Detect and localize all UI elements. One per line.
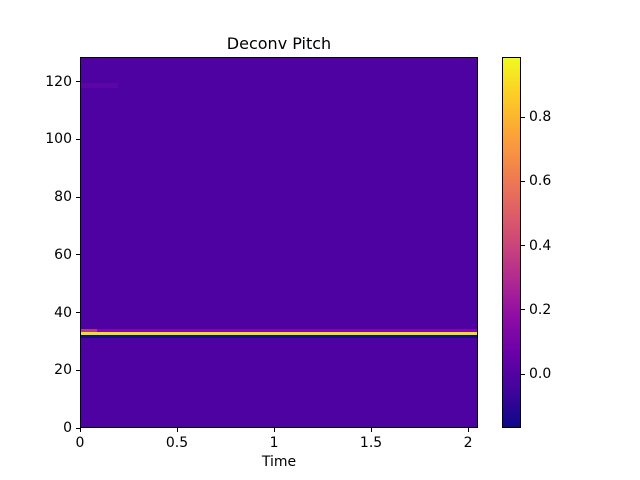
x-tick-mark [273,428,275,432]
x-axis-label: Time [261,454,297,470]
colorbar-tick-label: 0.2 [529,301,552,318]
x-tick-mark [176,428,178,432]
chart-title: Deconv Pitch [226,34,332,53]
y-tick-mark [76,254,80,256]
y-tick-label: 40 [54,304,72,321]
y-tick-label: 60 [54,246,72,263]
colorbar [502,57,521,428]
y-tick-label: 120 [45,73,72,90]
y-tick-mark [76,138,80,140]
y-tick-mark [76,312,80,313]
x-tick-label: 2 [463,435,473,451]
heatmap-upper-sidelobe [81,329,477,333]
colorbar-tick-mark [521,245,525,247]
x-tick-label: 0.5 [165,435,189,451]
heatmap-onset-blob [81,329,98,333]
colorbar-tick-mark [521,373,525,375]
heatmap-plot [80,57,478,428]
x-tick-mark [79,428,81,432]
colorbar-tick-mark [521,309,525,311]
x-tick-mark [370,428,372,432]
colorbar-tick-label: 0.8 [529,109,552,126]
x-tick-label: 0 [75,435,85,451]
x-tick-label: 1 [269,435,279,451]
x-tick-label: 1.5 [359,435,383,451]
heatmap-faint-band [81,82,118,89]
colorbar-tick-mark [521,180,525,182]
y-tick-mark [76,369,80,371]
colorbar-tick-label: 0.4 [529,237,552,254]
x-tick-mark [467,428,469,432]
y-tick-label: 100 [45,131,72,148]
y-tick-mark [76,427,80,429]
colorbar-tick-label: 0.0 [529,366,552,383]
y-tick-label: 80 [54,189,72,206]
y-tick-label: 20 [54,362,72,379]
y-tick-label: 0 [63,420,72,436]
colorbar-tick-label: 0.6 [529,173,552,190]
heatmap-pitch-line [81,332,477,336]
heatmap-negative-sidelobe [81,335,477,339]
colorbar-tick-mark [521,116,525,118]
y-tick-mark [76,81,80,83]
y-tick-mark [76,196,80,198]
